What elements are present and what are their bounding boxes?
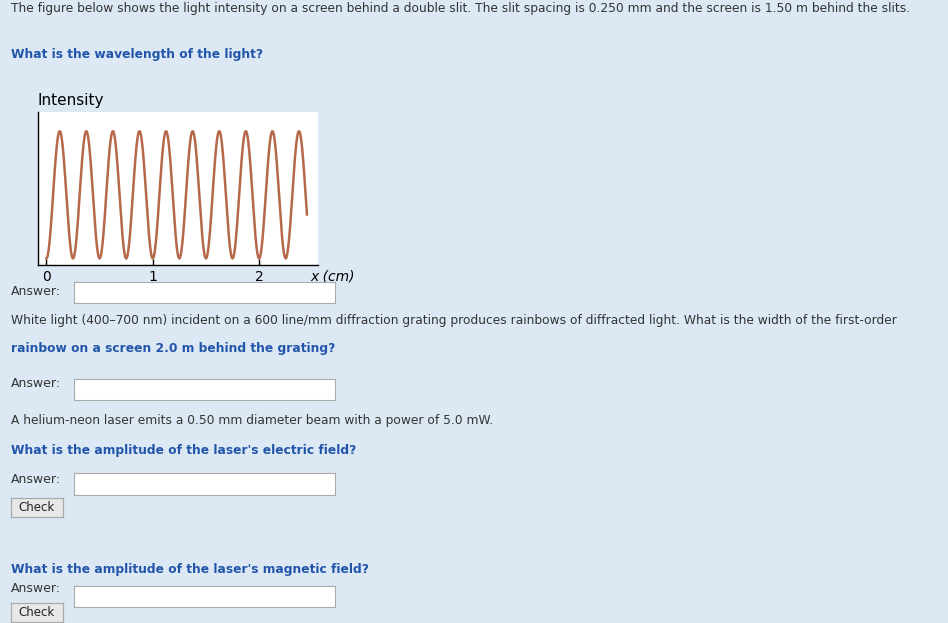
Text: Answer:: Answer:: [11, 378, 62, 391]
Text: White light (400–700 nm) incident on a 600 line/mm diffraction grating produces : White light (400–700 nm) incident on a 6…: [11, 315, 897, 328]
Text: Check: Check: [19, 606, 55, 619]
Text: Answer:: Answer:: [11, 583, 62, 595]
Text: What is the amplitude of the laser's electric field?: What is the amplitude of the laser's ele…: [11, 444, 356, 457]
Text: Check: Check: [19, 502, 55, 514]
Text: x (cm): x (cm): [310, 269, 355, 283]
Text: rainbow on a screen 2.0 m behind the grating?: rainbow on a screen 2.0 m behind the gra…: [11, 343, 336, 355]
Text: The figure below shows the light intensity on a screen behind a double slit. The: The figure below shows the light intensi…: [11, 2, 910, 15]
Text: What is the amplitude of the laser's magnetic field?: What is the amplitude of the laser's mag…: [11, 563, 370, 576]
Text: Answer:: Answer:: [11, 285, 62, 298]
Text: What is the wavelength of the light?: What is the wavelength of the light?: [11, 48, 264, 60]
Text: Answer:: Answer:: [11, 473, 62, 487]
Text: Intensity: Intensity: [38, 93, 104, 108]
Text: A helium-neon laser emits a 0.50 mm diameter beam with a power of 5.0 mW.: A helium-neon laser emits a 0.50 mm diam…: [11, 414, 494, 427]
